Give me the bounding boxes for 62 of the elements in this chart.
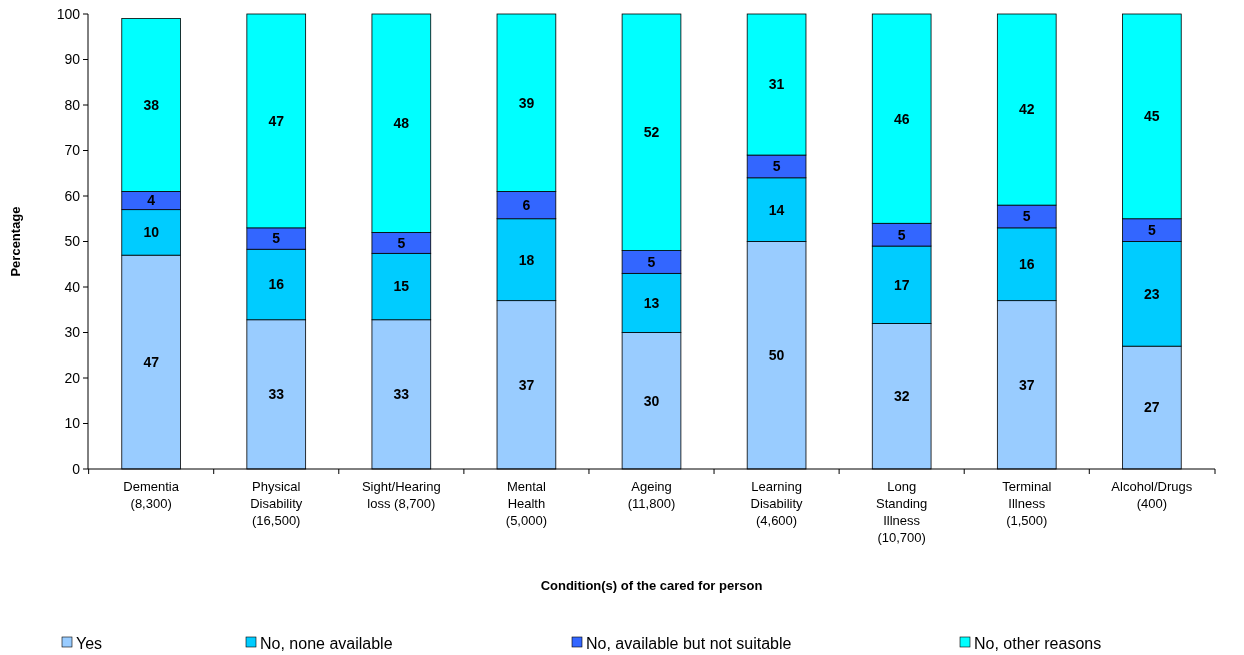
x-tick-label: Physical Disability (16,500) bbox=[250, 479, 303, 528]
data-label: 18 bbox=[518, 251, 535, 268]
data-label: 4 bbox=[147, 192, 156, 209]
data-label: 47 bbox=[268, 112, 285, 129]
x-tick-label: Terminal Illness (1,500) bbox=[1002, 479, 1052, 528]
y-tick-label: 10 bbox=[64, 415, 81, 432]
data-label: 52 bbox=[643, 124, 660, 141]
data-label: 39 bbox=[518, 94, 535, 111]
data-label: 5 bbox=[772, 158, 781, 175]
data-label: 5 bbox=[272, 230, 281, 247]
data-label: 15 bbox=[393, 278, 410, 295]
data-label: 32 bbox=[893, 388, 910, 405]
y-tick-label: 0 bbox=[72, 460, 81, 477]
data-label: 5 bbox=[1147, 222, 1156, 239]
data-label: 13 bbox=[643, 294, 660, 311]
data-label: 38 bbox=[143, 96, 160, 113]
x-tick-label: Dementia (8,300) bbox=[123, 479, 180, 511]
data-label: 45 bbox=[1144, 108, 1160, 125]
x-tick-label: Mental Health (5,000) bbox=[505, 479, 548, 528]
data-label: 50 bbox=[768, 347, 785, 364]
data-label: 5 bbox=[647, 253, 656, 270]
x-tick-label: Ageing (11,800) bbox=[627, 479, 676, 511]
legend-label: No, other reasons bbox=[974, 634, 1102, 652]
y-axis-title: Percentage bbox=[8, 206, 23, 277]
data-label: 37 bbox=[518, 376, 535, 393]
y-tick-label: 100 bbox=[56, 5, 81, 22]
y-tick-label: 20 bbox=[64, 369, 81, 386]
y-tick-label: 50 bbox=[64, 233, 81, 250]
data-label: 47 bbox=[143, 353, 160, 370]
legend-label: No, available but not suitable bbox=[586, 634, 792, 652]
data-label: 27 bbox=[1144, 399, 1160, 416]
x-tick-label: Alcohol/Drugs (400) bbox=[1111, 479, 1193, 511]
y-tick-label: 40 bbox=[64, 278, 81, 295]
data-label: 46 bbox=[893, 110, 910, 127]
y-tick-label: 90 bbox=[64, 51, 81, 68]
data-label: 10 bbox=[143, 224, 160, 241]
data-label: 5 bbox=[397, 234, 406, 251]
data-label: 37 bbox=[1018, 376, 1035, 393]
legend-label: No, none available bbox=[260, 634, 393, 652]
data-label: 5 bbox=[897, 226, 906, 243]
data-label: 31 bbox=[768, 76, 785, 93]
data-label: 48 bbox=[393, 115, 410, 132]
data-label: 33 bbox=[393, 386, 410, 403]
data-label: 16 bbox=[268, 276, 285, 293]
data-label: 17 bbox=[893, 276, 910, 293]
x-tick-label: Long Standing Illness (10,700) bbox=[876, 479, 928, 545]
data-label: 33 bbox=[268, 386, 285, 403]
data-label: 5 bbox=[1022, 208, 1031, 225]
data-label: 30 bbox=[643, 392, 660, 409]
x-axis-title: Condition(s) of the cared for person bbox=[540, 578, 763, 593]
legend-label: Yes bbox=[76, 634, 103, 652]
x-tick-label: Learning Disability (4,600) bbox=[750, 479, 804, 528]
y-tick-label: 60 bbox=[64, 187, 81, 204]
y-tick-label: 70 bbox=[64, 142, 81, 159]
data-label: 42 bbox=[1018, 101, 1035, 118]
data-label: 6 bbox=[522, 197, 531, 213]
x-tick-label: Sight/Hearing loss (8,700) bbox=[361, 479, 441, 511]
y-tick-label: 80 bbox=[64, 96, 81, 113]
data-label: 23 bbox=[1144, 285, 1160, 302]
y-tick-label: 30 bbox=[64, 324, 81, 341]
data-label: 16 bbox=[1018, 256, 1035, 273]
data-label: 14 bbox=[768, 201, 785, 218]
